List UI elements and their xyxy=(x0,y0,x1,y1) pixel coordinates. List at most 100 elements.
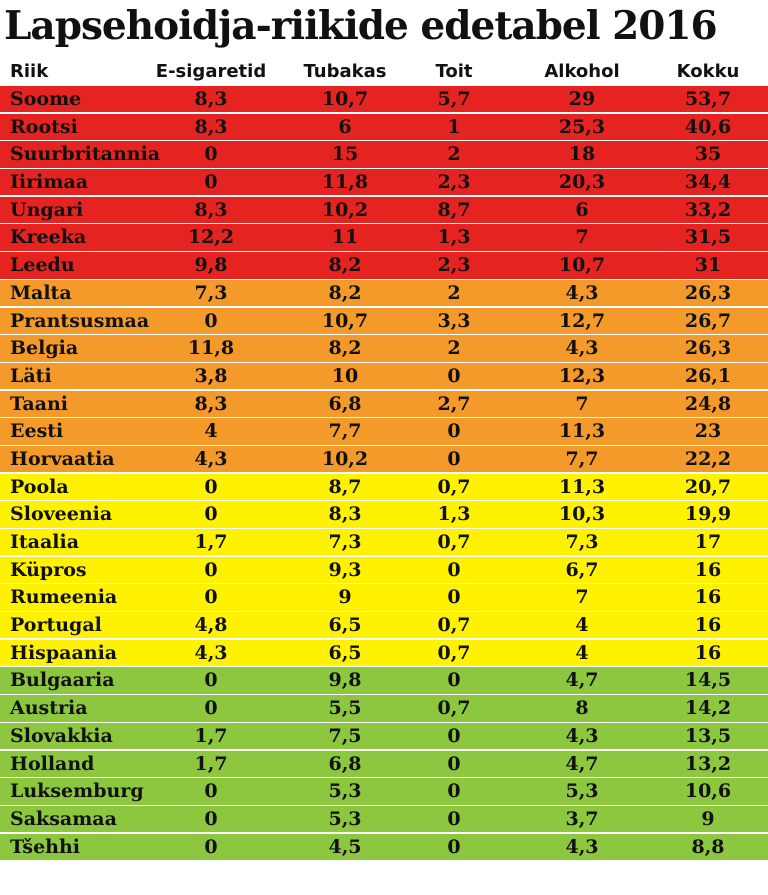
cell-food: 2 xyxy=(447,143,461,166)
table-header: Riik E-sigaretid Tubakas Toit Alkohol Ko… xyxy=(0,58,768,86)
cell-food: 2,3 xyxy=(437,254,471,277)
cell-total: 19,9 xyxy=(684,503,732,526)
cell-tobacco: 10,7 xyxy=(321,88,369,110)
cell-e-cigarettes: 11,8 xyxy=(187,337,235,360)
header-e-cigarettes: E-sigaretid xyxy=(155,61,267,82)
cell-alcohol: 4,7 xyxy=(565,752,599,775)
table-body: Soome 8,3 10,7 5,7 29 53,7 Rootsi 8,3 6 1 25,3 40,6… xyxy=(0,86,768,861)
cell-total: 14,5 xyxy=(684,669,732,692)
cell-tobacco: 8,2 xyxy=(328,254,362,277)
table-row: Kreeka 12,2 11 1,3 7 31,5 xyxy=(0,224,768,251)
cell-tobacco: 11 xyxy=(331,226,359,249)
cell-country: Taani xyxy=(10,392,68,415)
cell-alcohol: 11,3 xyxy=(558,420,606,443)
table-row: Tšehhi 0 4,5 0 4,3 8,8 xyxy=(0,833,768,860)
cell-total: 31 xyxy=(694,254,722,277)
cell-tobacco: 11,8 xyxy=(321,171,369,194)
cell-alcohol: 7,3 xyxy=(565,531,599,553)
cell-alcohol: 4 xyxy=(575,641,589,664)
cell-tobacco: 6,8 xyxy=(328,752,362,775)
cell-e-cigarettes: 8,3 xyxy=(194,198,228,221)
cell-country: Belgia xyxy=(10,337,79,360)
cell-food: 2,7 xyxy=(437,392,471,415)
table-row: Rootsi 8,3 6 1 25,3 40,6 xyxy=(0,113,768,141)
cell-country: Slovakkia xyxy=(10,724,113,747)
cell-e-cigarettes: 1,7 xyxy=(194,531,228,553)
cell-total: 10,6 xyxy=(684,780,732,803)
cell-country: Rumeenia xyxy=(10,586,118,609)
table-row: Austria 0 5,5 0,7 8 14,2 xyxy=(0,695,768,722)
cell-tobacco: 8,2 xyxy=(328,281,362,304)
table-row: Hispaania 4,3 6,5 0,7 4 16 xyxy=(0,639,768,667)
cell-tobacco: 8,2 xyxy=(328,337,362,360)
table-row: Prantsusmaa 0 10,7 3,3 12,7 26,7 xyxy=(0,307,768,334)
cell-alcohol: 25,3 xyxy=(558,115,606,138)
header-country: Riik xyxy=(10,61,49,82)
cell-e-cigarettes: 8,3 xyxy=(194,88,228,110)
cell-total: 31,5 xyxy=(684,226,732,249)
cell-alcohol: 20,3 xyxy=(558,171,606,194)
cell-food: 0,7 xyxy=(437,614,471,637)
cell-e-cigarettes: 0 xyxy=(204,143,218,166)
cell-e-cigarettes: 8,3 xyxy=(194,392,228,415)
cell-total: 23 xyxy=(694,420,722,443)
table-row: Poola 0 8,7 0,7 11,3 20,7 xyxy=(0,473,768,501)
cell-food: 8,7 xyxy=(437,198,471,221)
cell-tobacco: 15 xyxy=(331,143,359,166)
cell-e-cigarettes: 0 xyxy=(204,586,218,609)
cell-e-cigarettes: 0 xyxy=(204,780,218,803)
cell-alcohol: 10,7 xyxy=(558,254,606,277)
cell-country: Poola xyxy=(10,475,69,498)
cell-total: 53,7 xyxy=(684,88,732,110)
cell-alcohol: 11,3 xyxy=(558,475,606,498)
table-row: Leedu 9,8 8,2 2,3 10,7 31 xyxy=(0,252,768,279)
cell-food: 1,3 xyxy=(437,226,471,249)
table-row: Holland 1,7 6,8 0 4,7 13,2 xyxy=(0,750,768,777)
cell-total: 40,6 xyxy=(684,115,732,138)
cell-country: Holland xyxy=(10,752,95,775)
cell-country: Horvaatia xyxy=(10,447,115,470)
cell-e-cigarettes: 12,2 xyxy=(187,226,235,249)
cell-alcohol: 12,3 xyxy=(558,364,606,387)
cell-total: 13,5 xyxy=(684,724,732,747)
cell-alcohol: 4,3 xyxy=(565,724,599,747)
table-row: Rumeenia 0 9 0 7 16 xyxy=(0,584,768,611)
cell-food: 0,7 xyxy=(437,697,471,720)
table-row: Läti 3,8 10 0 12,3 26,1 xyxy=(0,362,768,390)
cell-tobacco: 10,2 xyxy=(321,198,369,221)
cell-e-cigarettes: 0 xyxy=(204,558,218,581)
cell-e-cigarettes: 1,7 xyxy=(194,752,228,775)
table-row: Belgia 11,8 8,2 2 4,3 26,3 xyxy=(0,335,768,362)
cell-food: 0 xyxy=(447,835,461,858)
table-row: Luksemburg 0 5,3 0 5,3 10,6 xyxy=(0,778,768,805)
cell-total: 16 xyxy=(694,586,722,609)
cell-total: 16 xyxy=(694,641,722,664)
cell-e-cigarettes: 1,7 xyxy=(194,724,228,747)
cell-alcohol: 6,7 xyxy=(565,558,599,581)
cell-total: 14,2 xyxy=(684,697,732,720)
cell-country: Portugal xyxy=(10,614,102,637)
table-row: Saksamaa 0 5,3 0 3,7 9 xyxy=(0,805,768,833)
cell-country: Itaalia xyxy=(10,531,80,553)
cell-country: Suurbritannia xyxy=(10,143,161,166)
cell-total: 26,3 xyxy=(684,281,732,304)
cell-food: 0,7 xyxy=(437,531,471,553)
table-title: Lapsehoidja-riikide edetabel 2016 xyxy=(4,3,718,49)
cell-e-cigarettes: 0 xyxy=(204,697,218,720)
cell-country: Austria xyxy=(10,697,88,720)
cell-tobacco: 7,7 xyxy=(328,420,362,443)
cell-tobacco: 10 xyxy=(331,364,359,387)
cell-country: Saksamaa xyxy=(10,807,117,830)
cell-total: 16 xyxy=(694,558,722,581)
cell-e-cigarettes: 4,3 xyxy=(194,447,228,470)
cell-tobacco: 6,8 xyxy=(328,392,362,415)
cell-tobacco: 10,2 xyxy=(321,447,369,470)
cell-tobacco: 8,3 xyxy=(328,503,362,526)
cell-country: Kreeka xyxy=(10,226,87,249)
cell-tobacco: 6 xyxy=(338,115,352,138)
cell-total: 9 xyxy=(701,807,715,830)
cell-food: 0 xyxy=(447,447,461,470)
cell-food: 1 xyxy=(447,115,461,138)
table-row: Itaalia 1,7 7,3 0,7 7,3 17 xyxy=(0,529,768,556)
cell-e-cigarettes: 9,8 xyxy=(194,254,228,277)
